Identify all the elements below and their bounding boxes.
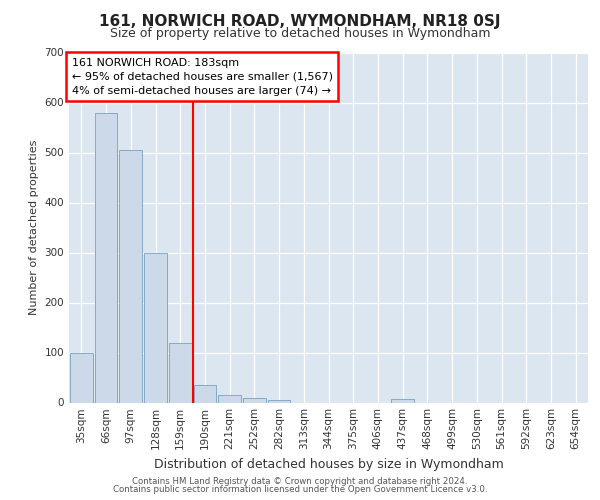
Text: Size of property relative to detached houses in Wymondham: Size of property relative to detached ho… [110,28,490,40]
Bar [70,352,93,403]
Bar [218,395,241,402]
Y-axis label: Number of detached properties: Number of detached properties [29,140,39,315]
Text: 161 NORWICH ROAD: 183sqm
← 95% of detached houses are smaller (1,567)
4% of semi: 161 NORWICH ROAD: 183sqm ← 95% of detach… [71,58,332,96]
Text: Contains public sector information licensed under the Open Government Licence v3: Contains public sector information licen… [113,485,487,494]
Bar [194,385,216,402]
Bar [169,342,191,402]
Bar [243,398,266,402]
Bar [144,252,167,402]
Bar [95,112,118,403]
X-axis label: Distribution of detached houses by size in Wymondham: Distribution of detached houses by size … [154,458,503,471]
Bar [268,400,290,402]
Text: 161, NORWICH ROAD, WYMONDHAM, NR18 0SJ: 161, NORWICH ROAD, WYMONDHAM, NR18 0SJ [99,14,501,29]
Bar [119,150,142,403]
Text: Contains HM Land Registry data © Crown copyright and database right 2024.: Contains HM Land Registry data © Crown c… [132,477,468,486]
Bar [391,399,414,402]
